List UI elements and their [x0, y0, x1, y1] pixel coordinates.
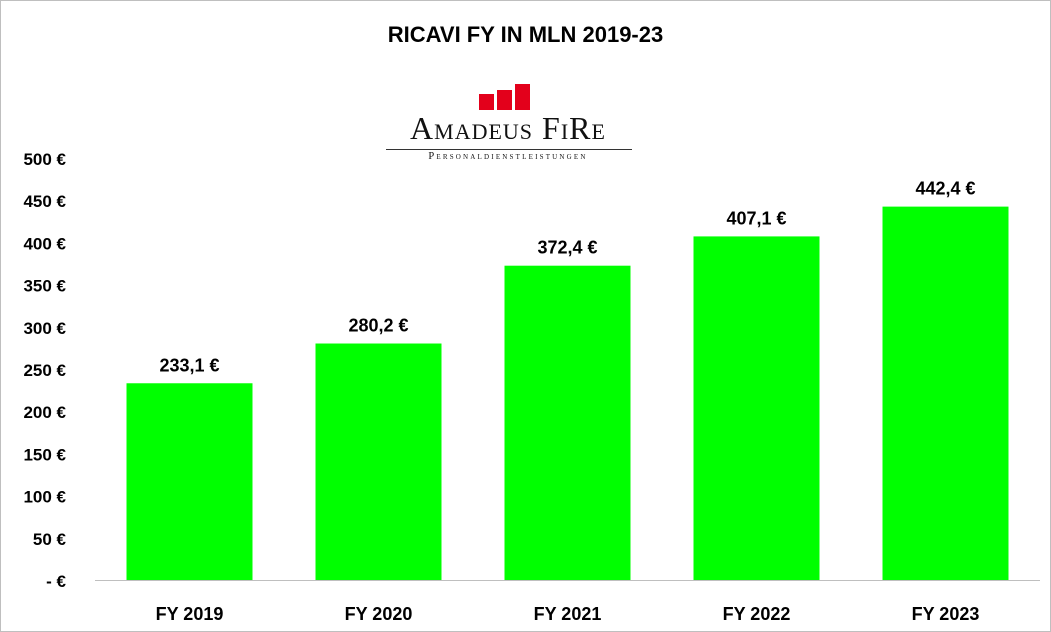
bar — [882, 206, 1009, 581]
x-tick-label: FY 2021 — [534, 604, 602, 624]
bar — [315, 343, 442, 580]
x-tick-label: FY 2022 — [723, 604, 791, 624]
bar-value-label: 407,1 € — [726, 208, 786, 228]
y-tick-label: 100 € — [23, 488, 66, 507]
y-tick-label: 450 € — [23, 192, 66, 211]
y-tick-label: 50 € — [33, 530, 67, 549]
data-labels-group: 233,1 € 280,2 € 372,4 € 407,1 € 442,4 € — [159, 179, 975, 376]
logo-name: Amadeus FiRe — [410, 110, 606, 146]
y-tick-label: 350 € — [23, 277, 66, 296]
bar-value-label: 280,2 € — [348, 316, 408, 336]
company-logo: Amadeus FiRe Personaldienstleistungen — [378, 82, 638, 162]
bar-value-label: 442,4 € — [915, 179, 975, 199]
bar — [126, 383, 253, 580]
y-tick-label: 400 € — [23, 234, 66, 253]
y-tick-label: - € — [46, 572, 66, 591]
x-tick-label: FY 2019 — [156, 604, 224, 624]
logo-bars-icon — [479, 84, 530, 110]
x-tick-label: FY 2020 — [345, 604, 413, 624]
y-tick-label: 500 € — [23, 150, 66, 169]
chart-title: RICAVI FY IN MLN 2019-23 — [387, 22, 664, 47]
y-tick-label: 150 € — [23, 445, 66, 464]
logo-divider — [386, 149, 632, 150]
bars-group — [126, 206, 1009, 581]
bar — [693, 236, 820, 580]
y-tick-label: 200 € — [23, 403, 66, 422]
y-tick-label: 300 € — [23, 319, 66, 338]
x-axis: FY 2019 FY 2020 FY 2021 FY 2022 FY 2023 — [95, 580, 1040, 624]
logo-tagline: Personaldienstleistungen — [428, 151, 588, 162]
bar — [504, 265, 631, 580]
x-tick-label: FY 2023 — [912, 604, 980, 624]
y-tick-label: 250 € — [23, 361, 66, 380]
bar-value-label: 372,4 € — [537, 238, 597, 258]
y-axis: - € 50 € 100 € 150 € 200 € 250 € 300 € 350 € 400… — [23, 150, 66, 591]
bar-value-label: 233,1 € — [159, 355, 219, 375]
